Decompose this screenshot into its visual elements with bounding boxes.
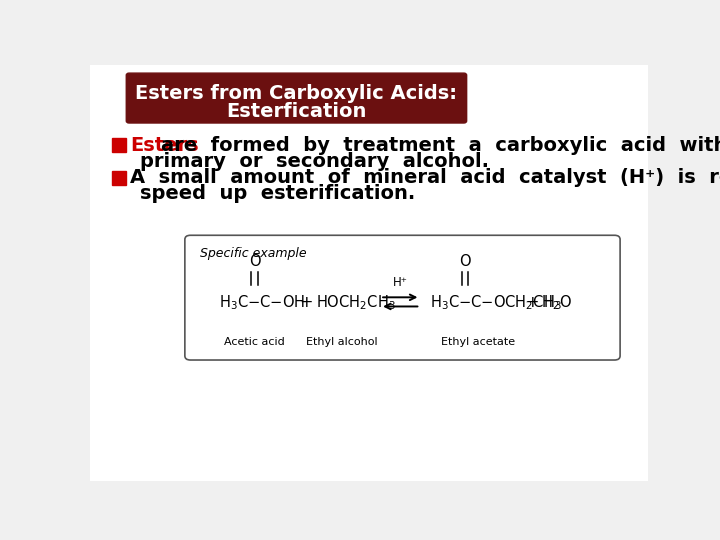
Text: HOCH$_2$CH$_3$: HOCH$_2$CH$_3$: [316, 293, 396, 312]
FancyBboxPatch shape: [84, 60, 654, 485]
Text: O: O: [459, 254, 471, 269]
Text: Esters: Esters: [130, 136, 199, 155]
FancyBboxPatch shape: [185, 235, 620, 360]
Text: H$_3$C$-$C$-$OCH$_2$CH$_3$: H$_3$C$-$C$-$OCH$_2$CH$_3$: [431, 293, 562, 312]
FancyBboxPatch shape: [112, 171, 126, 185]
Text: are  formed  by  treatment  a  carboxylic  acid  with  a: are formed by treatment a carboxylic aci…: [161, 136, 720, 155]
Text: A  small  amount  of  mineral  acid  catalyst  (H⁺)  is  required  to: A small amount of mineral acid catalyst …: [130, 168, 720, 187]
Text: Ethyl alcohol: Ethyl alcohol: [307, 337, 378, 347]
Text: H$_3$C$-$C$-$OH: H$_3$C$-$C$-$OH: [220, 293, 305, 312]
Text: Esters from Carboxylic Acids:: Esters from Carboxylic Acids:: [135, 84, 457, 103]
Text: Esterfication: Esterfication: [226, 102, 366, 121]
Text: H$_2$O: H$_2$O: [541, 293, 572, 312]
Text: +: +: [526, 295, 539, 310]
Text: +: +: [300, 295, 312, 310]
Text: Acetic acid: Acetic acid: [224, 337, 285, 347]
Text: primary  or  secondary  alcohol.: primary or secondary alcohol.: [140, 152, 489, 171]
Text: Specific example: Specific example: [200, 247, 307, 260]
FancyBboxPatch shape: [126, 73, 467, 123]
FancyBboxPatch shape: [112, 138, 126, 152]
Text: O: O: [249, 254, 261, 269]
Text: H⁺: H⁺: [393, 276, 408, 289]
Text: speed  up  esterification.: speed up esterification.: [140, 184, 415, 203]
Text: Ethyl acetate: Ethyl acetate: [441, 337, 515, 347]
